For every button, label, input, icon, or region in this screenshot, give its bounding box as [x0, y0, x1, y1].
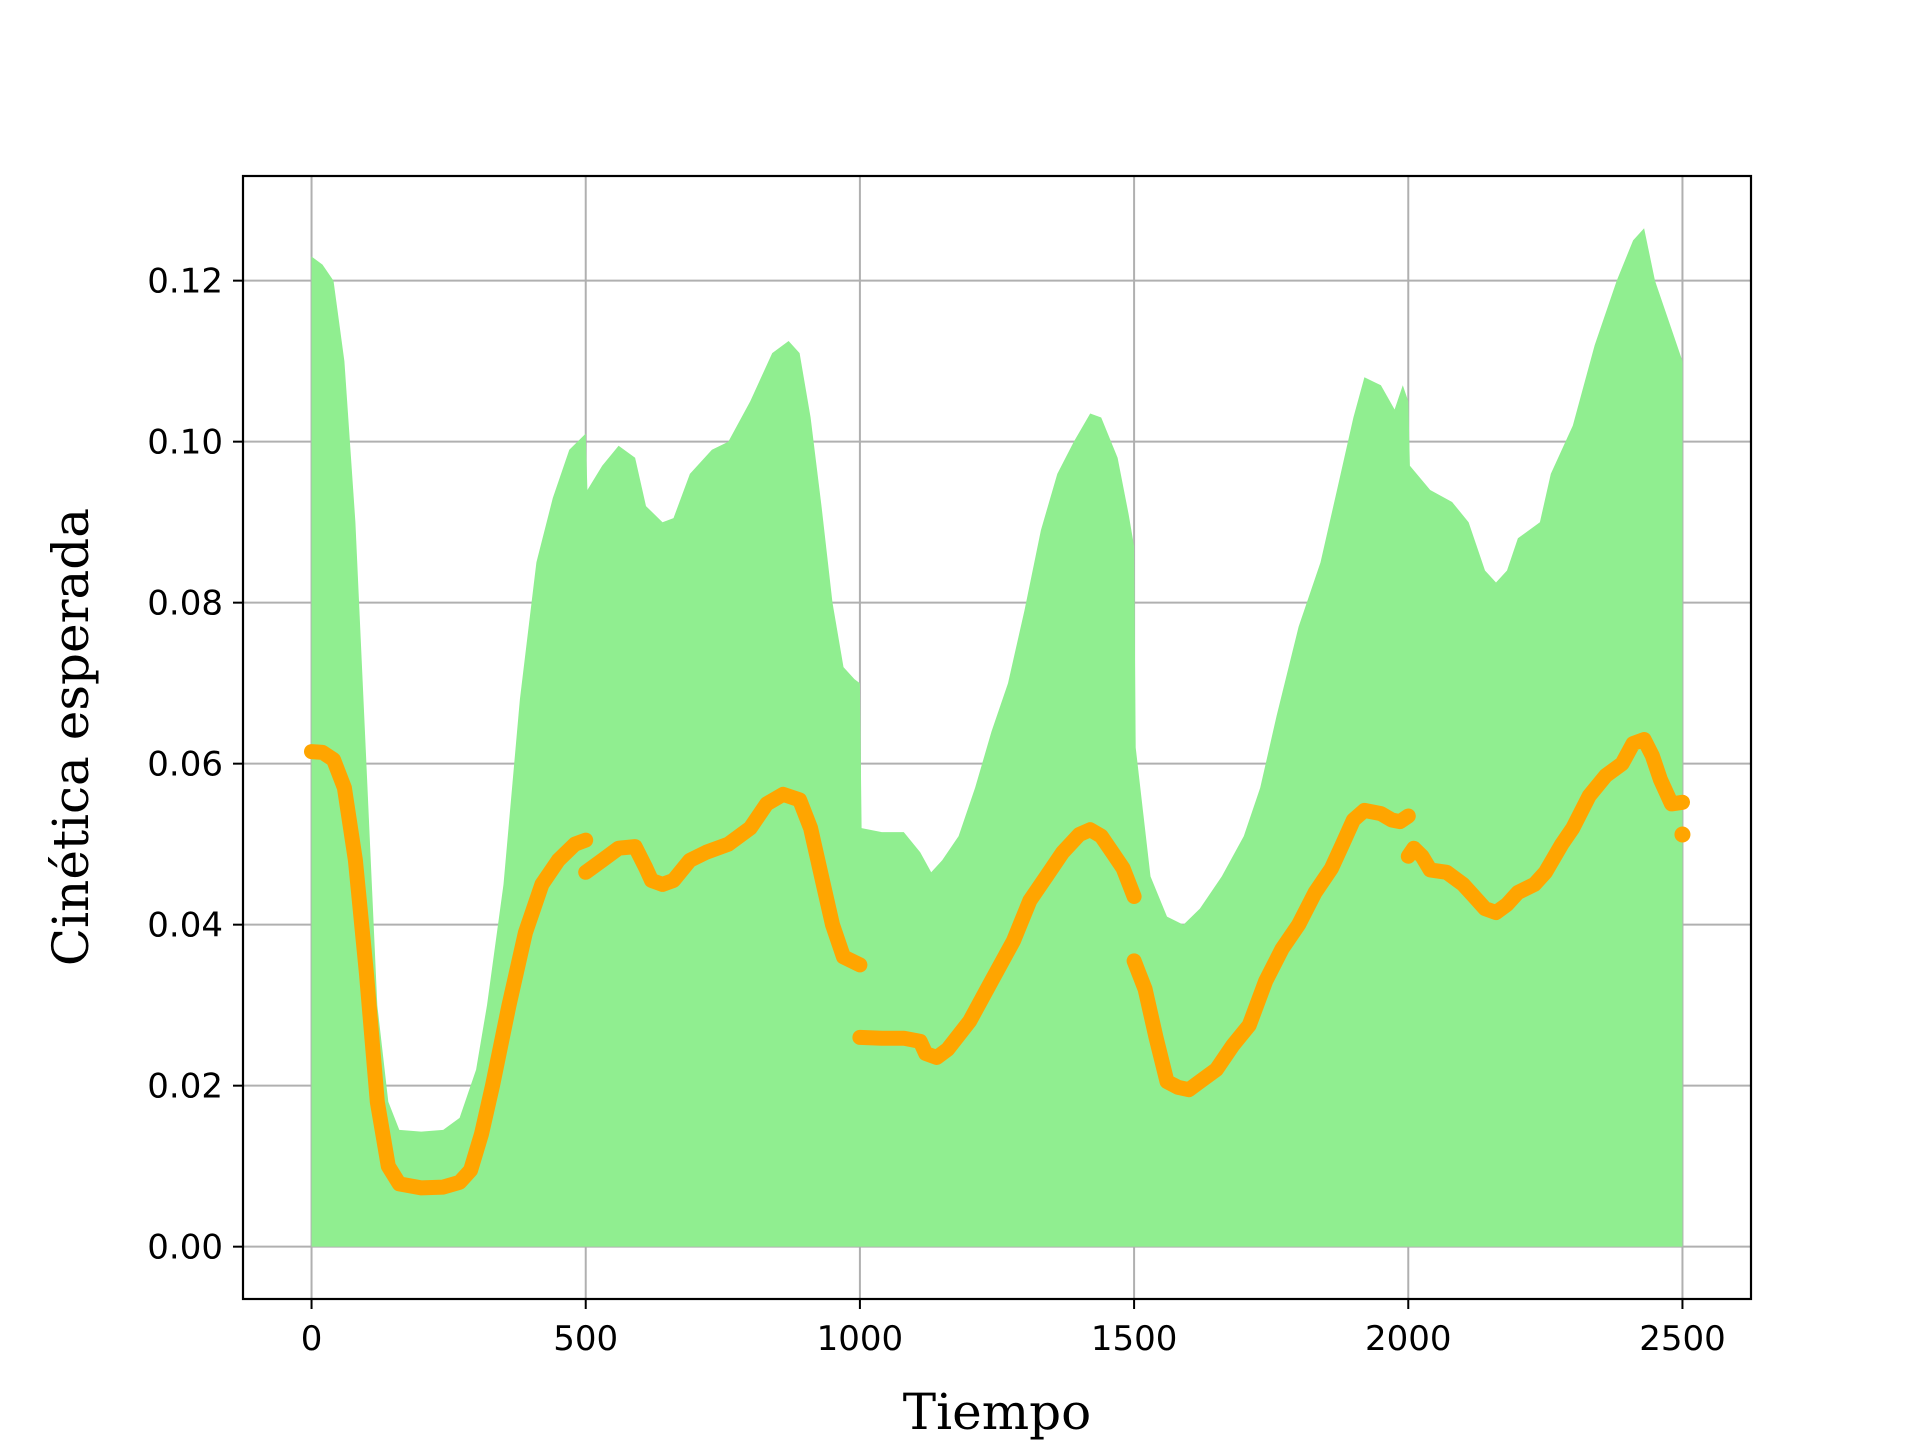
- x-tick-label: 2500: [1639, 1319, 1726, 1359]
- x-tick-label: 1500: [1091, 1319, 1178, 1359]
- y-tick-label: 0.06: [147, 745, 223, 785]
- y-tick-label: 0.12: [147, 262, 223, 302]
- ticks: 0 500 1000 1500 2000 2500 0.00 0.02 0.04 0.06 0.08…: [147, 262, 1725, 1359]
- y-tick-label: 0.00: [147, 1228, 223, 1268]
- x-tick-label: 0: [301, 1319, 323, 1359]
- y-tick-label: 0.02: [147, 1067, 223, 1107]
- x-axis-label: Tiempo: [903, 1383, 1091, 1440]
- x-tick-label: 2000: [1365, 1319, 1452, 1359]
- y-tick-label: 0.10: [147, 423, 223, 463]
- y-axis-label: Cinética esperada: [42, 508, 100, 966]
- confidence-band-area: [311, 228, 1683, 1247]
- x-tick-label: 1000: [817, 1319, 904, 1359]
- series-line-segment: [1126, 802, 1416, 1098]
- series-line-segment: [852, 822, 1142, 1065]
- y-tick-label: 0.08: [147, 584, 223, 624]
- series-line-segment: [578, 786, 868, 973]
- series-line-segment: [1400, 732, 1690, 921]
- series-layer: [304, 732, 1691, 1196]
- series-line-segment: [304, 744, 594, 1196]
- series-point: [1674, 826, 1691, 843]
- band-area-layer: [311, 228, 1683, 1247]
- plot-frame: [241, 174, 1753, 1301]
- y-tick-label: 0.04: [147, 906, 223, 946]
- x-tick-label: 500: [553, 1319, 618, 1359]
